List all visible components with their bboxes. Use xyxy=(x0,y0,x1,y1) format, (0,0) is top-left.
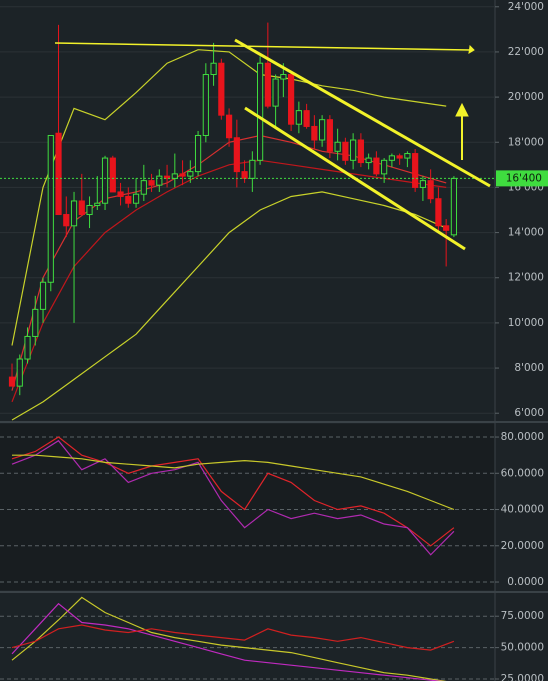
candle-body xyxy=(47,134,54,283)
y-tick-label: 10'000 xyxy=(508,317,544,329)
y-tick-label: 25.0000 xyxy=(501,673,544,681)
y-tick-label: 6'000 xyxy=(514,407,544,419)
candle-body xyxy=(419,180,427,188)
indicator-line xyxy=(11,191,447,421)
y-tick-label: 40.0000 xyxy=(501,504,544,516)
candle-body xyxy=(156,175,163,186)
candle-body xyxy=(171,173,178,179)
candle-body xyxy=(443,225,450,231)
candle-body xyxy=(381,159,388,175)
candle-body xyxy=(225,114,233,139)
y-tick-label: 24'000 xyxy=(508,1,544,13)
indicator-line xyxy=(11,159,447,403)
candle-body xyxy=(319,119,326,141)
indicator-line xyxy=(11,596,447,681)
y-tick-label: 80.0000 xyxy=(501,431,544,443)
indicator-line xyxy=(11,602,444,681)
candle-body xyxy=(388,155,395,161)
candle-body xyxy=(350,139,357,161)
candle-body xyxy=(117,191,124,197)
candle-body xyxy=(78,200,85,216)
candle-body xyxy=(32,308,39,337)
candle-body xyxy=(39,281,47,310)
candle-body xyxy=(94,202,101,206)
candle-body xyxy=(334,141,341,152)
oscillator-panel xyxy=(0,594,495,681)
indicator-line xyxy=(11,439,455,556)
candle-body xyxy=(179,173,186,177)
indicator-line xyxy=(11,624,455,651)
candle-body xyxy=(70,200,78,227)
candle-body xyxy=(202,74,209,136)
candle-body xyxy=(249,159,256,179)
y-tick-label: 18'000 xyxy=(508,136,544,148)
indicator-line xyxy=(11,49,447,346)
candle-body xyxy=(404,153,411,159)
candle-body xyxy=(140,180,147,195)
y-tick-label: 0.0000 xyxy=(507,576,544,588)
candle-body xyxy=(163,175,171,179)
candle-body xyxy=(427,180,434,200)
candle-body xyxy=(288,74,295,125)
candle-body xyxy=(256,62,264,161)
candle-body xyxy=(109,157,116,193)
candle-body xyxy=(357,139,364,164)
trend-line xyxy=(54,42,471,51)
candle-body xyxy=(396,155,403,159)
candle-body xyxy=(101,157,109,204)
y-tick-label: 14'000 xyxy=(508,227,544,239)
indicator-line xyxy=(11,436,455,547)
candle-body xyxy=(63,214,70,227)
candle-body xyxy=(241,171,248,179)
candle-body xyxy=(125,195,132,204)
oscillator-panel xyxy=(0,424,495,590)
indicator-line xyxy=(12,454,455,511)
y-tick-label: 60.0000 xyxy=(501,467,544,479)
candle-body xyxy=(342,141,349,161)
candle-body xyxy=(295,110,302,125)
candle-body xyxy=(365,157,372,164)
candle-body xyxy=(373,157,380,175)
candle-body xyxy=(132,193,140,204)
candle-body xyxy=(218,62,225,116)
candle-body xyxy=(148,180,155,186)
trend-drawings xyxy=(54,38,491,251)
candle-body xyxy=(55,132,62,216)
candle-body xyxy=(24,335,31,360)
candle-body xyxy=(450,177,458,236)
candle-body xyxy=(210,62,217,76)
candle-body xyxy=(326,119,333,152)
candle-body xyxy=(272,78,279,107)
candle-body xyxy=(8,376,16,387)
candle-body xyxy=(194,134,202,173)
candle-body xyxy=(187,171,194,177)
candle-body xyxy=(233,137,240,173)
arrow-head xyxy=(455,102,469,117)
candle-body xyxy=(280,74,287,80)
candle-body xyxy=(303,110,310,127)
y-tick-label: 20'000 xyxy=(508,91,544,103)
y-tick-label: 22'000 xyxy=(508,46,544,58)
last-price-box xyxy=(496,170,548,187)
candle-body xyxy=(86,204,93,216)
y-tick-label: 75.0000 xyxy=(501,610,544,622)
channel-line xyxy=(244,106,466,251)
y-tick-label: 20.0000 xyxy=(501,540,544,552)
y-tick-label: 8'000 xyxy=(514,362,544,374)
y-tick-label: 50.0000 xyxy=(501,642,544,654)
channel-line xyxy=(234,38,491,188)
candle-body xyxy=(311,125,318,141)
candle-body xyxy=(16,358,23,387)
last-price-label: 16'400 xyxy=(506,172,542,184)
y-tick-label: 12'000 xyxy=(508,272,544,284)
candle-body xyxy=(435,198,442,227)
candle-body xyxy=(412,153,419,188)
candle-body xyxy=(264,62,271,107)
arrow-head xyxy=(468,44,475,54)
